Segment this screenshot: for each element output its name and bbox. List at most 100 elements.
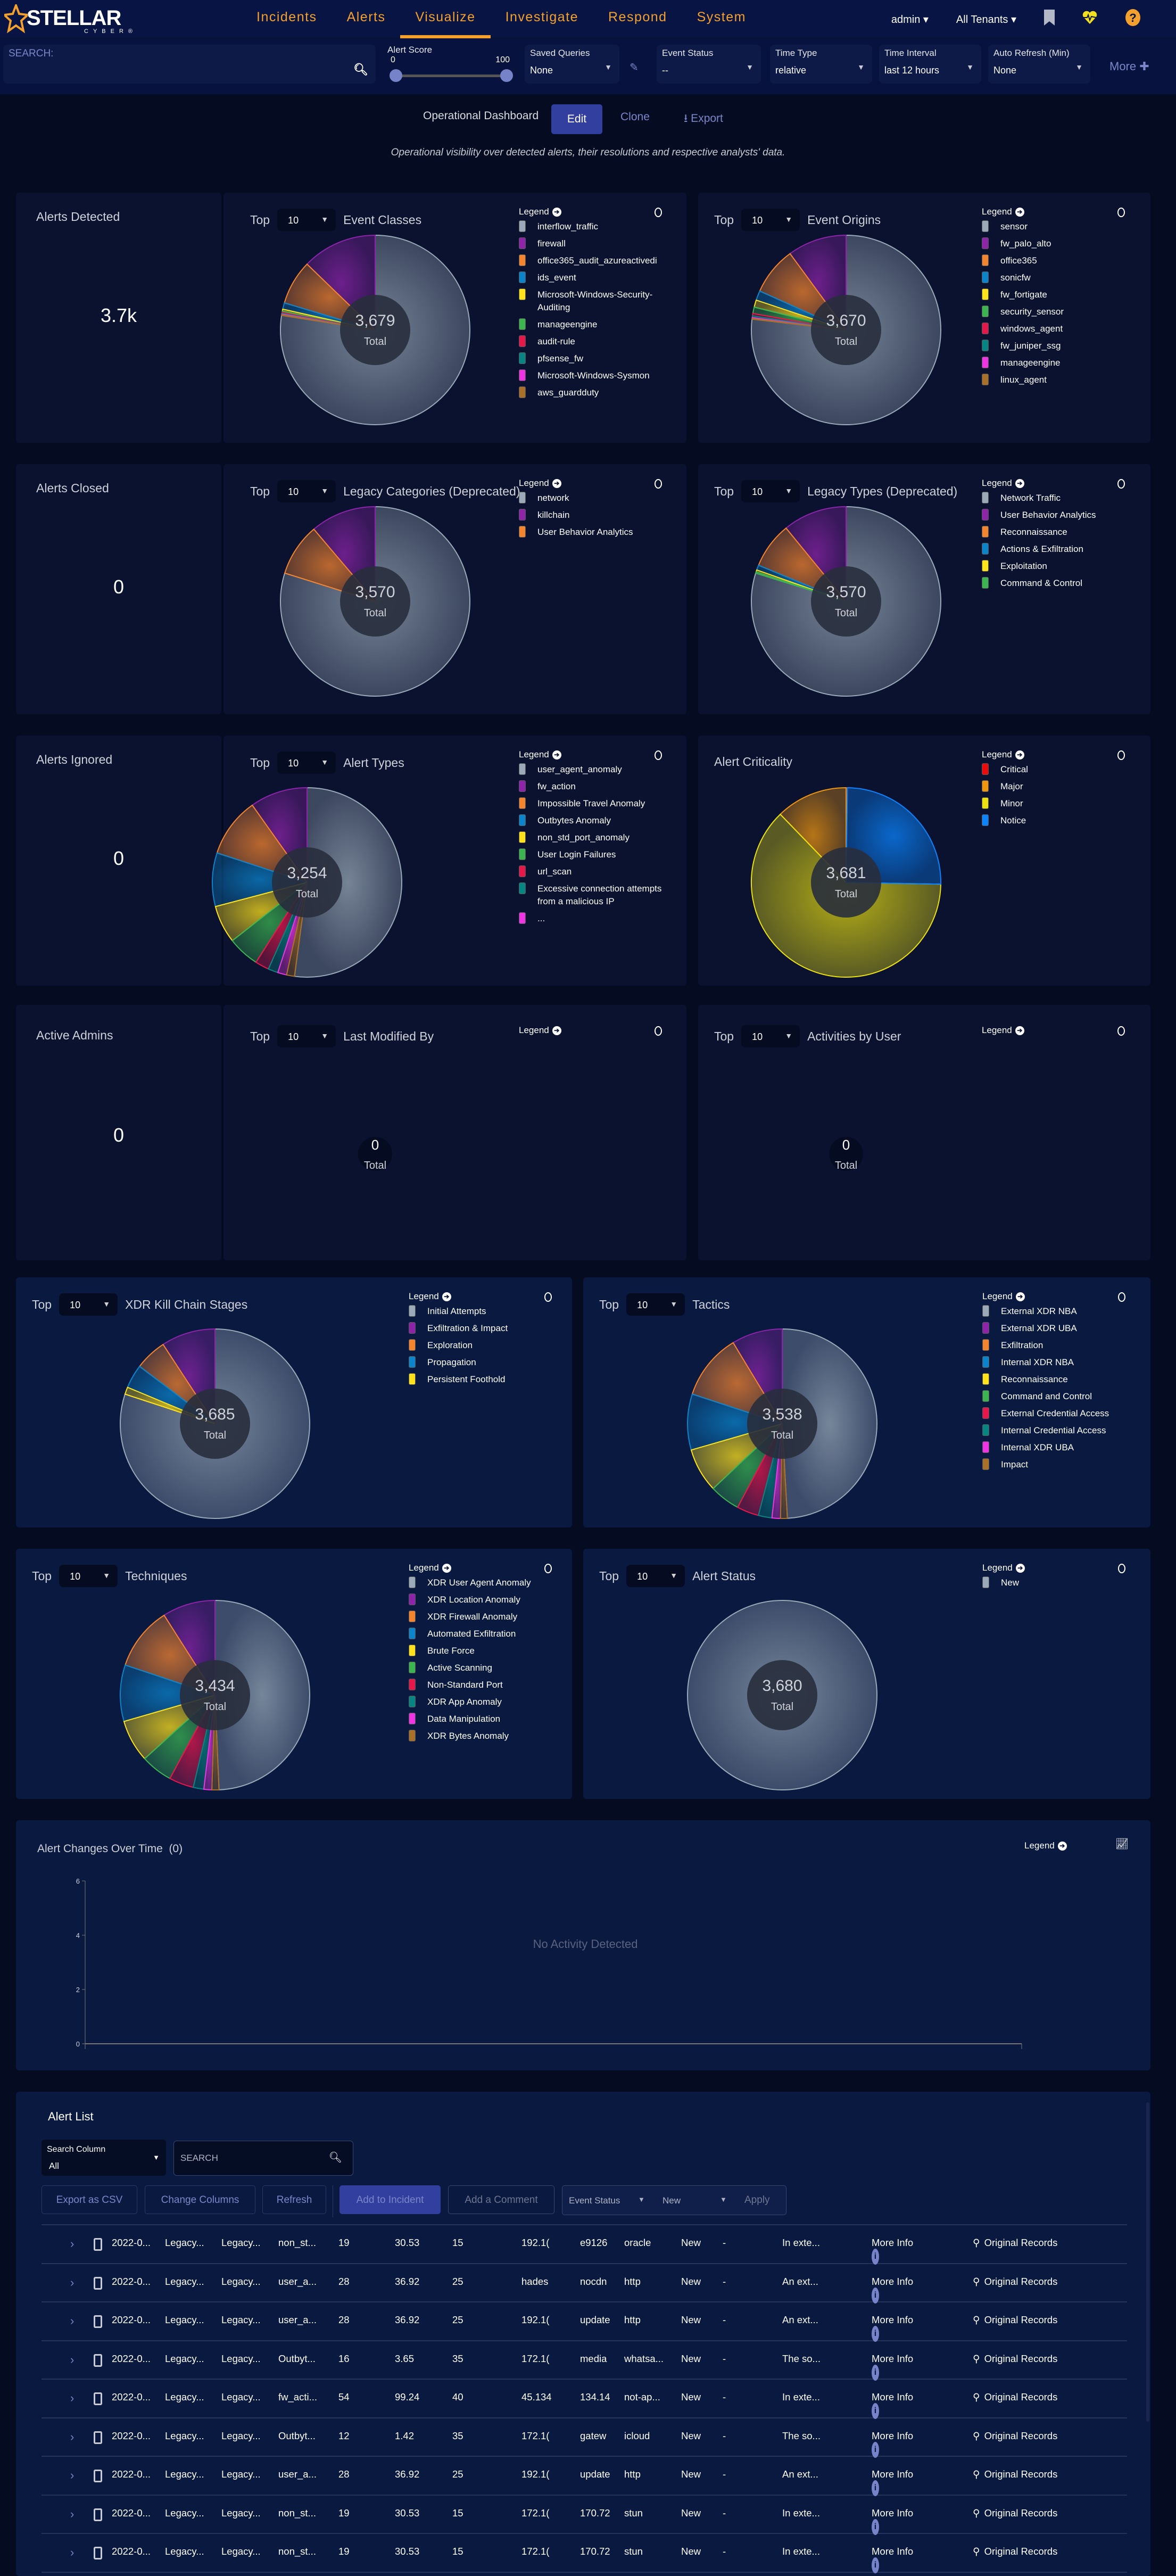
top-n-select[interactable]: 10 ▼ [741,1025,800,1047]
table-row[interactable]: › 2022-0... Legacy... Legacy... user_a... 28 3… [42,2457,1127,2496]
pie-slice[interactable] [214,1599,310,1790]
legend-item[interactable]: Reconnaissance [982,1373,1137,1386]
slider-track[interactable] [395,75,507,77]
legend-item[interactable]: linux_agent [982,374,1136,386]
reset-circle-icon[interactable] [655,750,662,760]
legend-item[interactable]: ... [519,912,673,925]
legend-item[interactable]: Automated Exfiltration [409,1628,563,1640]
legend-item[interactable]: XDR Location Anomaly [409,1594,563,1606]
original-records-link[interactable]: ⚲ Original Records [973,2237,1057,2249]
legend-item[interactable]: Propagation [409,1356,563,1369]
legend-toggle[interactable]: Legend ➔ [982,1025,1136,1036]
search-input[interactable]: SEARCH: 🔍︎ [3,45,376,84]
legend-item[interactable]: office365_audit_azureactivedi [519,254,673,267]
legend-item[interactable]: fw_juniper_ssg [982,340,1136,352]
row-checkbox[interactable] [94,2315,102,2328]
row-checkbox[interactable] [94,2276,102,2290]
legend-item[interactable]: Excessive connection attempts from a mal… [519,882,673,908]
table-row[interactable]: › 2022-0... Legacy... Legacy... non_st... 19 3… [42,2225,1127,2265]
bulk-status-label[interactable]: Event Status [569,2195,620,2206]
legend-toggle[interactable]: Legend ➔ [982,478,1136,489]
legend-item[interactable]: Brute Force [409,1645,563,1657]
expand-chevron-icon[interactable]: › [70,2430,74,2443]
table-row[interactable]: › 2022-0... Legacy... Legacy... Outbyt... 12 1… [42,2418,1127,2458]
event-status-select[interactable]: Event Status -- ▼ [657,45,761,84]
add-comment-button[interactable]: Add a Comment [448,2185,554,2214]
more-info-link[interactable]: i More Info [872,2507,913,2535]
legend-item[interactable]: Initial Attempts [409,1305,563,1318]
top-n-select[interactable]: 10 ▼ [277,752,336,774]
reset-circle-icon[interactable] [544,1564,552,1573]
top-n-select[interactable]: 10 ▼ [59,1565,118,1587]
pie-slice[interactable] [120,1664,217,1722]
legend-item[interactable]: External XDR UBA [982,1322,1137,1335]
search-icon[interactable]: 🔍︎ [328,2152,342,2164]
bookmark-icon[interactable] [1030,10,1069,29]
expand-chevron-icon[interactable]: › [70,2352,74,2366]
nav-investigate[interactable]: Investigate [505,10,578,24]
legend-item[interactable]: Exploitation [982,560,1136,573]
original-records-link[interactable]: ⚲ Original Records [973,2276,1057,2288]
legend-toggle[interactable]: Legend ➔ [519,1025,673,1036]
export-button[interactable]: ⭳ Export [684,112,723,125]
legend-item[interactable]: Internal Credential Access [982,1424,1137,1437]
expand-chevron-icon[interactable]: › [70,2507,74,2521]
legend-toggle[interactable]: Legend ➔ [982,1291,1137,1302]
original-records-link[interactable]: ⚲ Original Records [973,2546,1057,2557]
more-info-link[interactable]: i More Info [872,2353,913,2381]
legend-item[interactable]: Persistent Foothold [409,1373,563,1386]
legend-item[interactable]: Critical [982,763,1136,776]
legend-item[interactable]: Actions & Exfiltration [982,543,1136,556]
legend-item[interactable]: windows_agent [982,323,1136,335]
original-records-link[interactable]: ⚲ Original Records [973,2391,1057,2403]
reset-circle-icon[interactable] [655,479,662,489]
legend-item[interactable]: User Login Failures [519,848,673,861]
search-column-select[interactable]: Search Column All ▼ [42,2140,166,2176]
legend-item[interactable]: Exfiltration [982,1339,1137,1352]
legend-item[interactable]: sonicfw [982,271,1136,284]
legend-item[interactable]: Major [982,780,1136,793]
row-checkbox[interactable] [94,2392,102,2405]
reset-circle-icon[interactable] [655,208,662,217]
legend-item[interactable]: manageengine [519,318,673,331]
original-records-link[interactable]: ⚲ Original Records [973,2507,1057,2519]
top-n-select[interactable]: 10 ▼ [741,209,800,231]
expand-chevron-icon[interactable]: › [70,2468,74,2482]
more-filters-button[interactable]: More ✚ [1109,60,1149,73]
legend-item[interactable]: firewall [519,237,673,250]
legend-toggle[interactable]: Legend ➔ [982,207,1136,217]
expand-chevron-icon[interactable]: › [70,2391,74,2405]
reset-circle-icon[interactable] [655,1026,662,1036]
legend-item[interactable]: External Credential Access [982,1407,1137,1420]
legend-item[interactable]: Active Scanning [409,1662,563,1674]
legend-item[interactable]: Outbytes Anomaly [519,814,673,827]
reset-circle-icon[interactable] [1117,208,1125,217]
legend-item[interactable]: pfsense_fw [519,352,673,365]
legend-item[interactable]: audit-rule [519,335,673,348]
refresh-button[interactable]: Refresh [262,2185,326,2214]
slider-max-handle[interactable] [500,69,513,82]
user-menu[interactable]: admin ▾ [891,13,929,26]
apply-button[interactable]: Apply [744,2194,770,2206]
original-records-link[interactable]: ⚲ Original Records [973,2314,1057,2326]
row-checkbox[interactable] [94,2508,102,2521]
legend-item[interactable]: ids_event [519,271,673,284]
row-checkbox[interactable] [94,2547,102,2560]
legend-item[interactable]: fw_fortigate [982,288,1136,301]
legend-item[interactable]: interflow_traffic [519,220,673,233]
legend-toggle[interactable]: Legend ➔ [982,749,1136,760]
nav-alerts[interactable]: Alerts [346,10,386,24]
reset-circle-icon[interactable] [1118,1292,1125,1302]
legend-item[interactable]: Exploration [409,1339,563,1352]
legend-item[interactable]: XDR User Agent Anomaly [409,1576,563,1589]
nav-system[interactable]: System [697,10,746,24]
pie-slice[interactable] [751,234,941,425]
pie-slice[interactable] [751,506,941,697]
legend-item[interactable]: Exfiltration & Impact [409,1322,563,1335]
legend-toggle[interactable]: Legend ➔ [982,1563,1137,1573]
legend-item[interactable]: non_std_port_anomaly [519,831,673,844]
alert-search-input[interactable]: SEARCH 🔍︎ [173,2141,353,2176]
legend-item[interactable]: fw_action [519,780,673,793]
legend-item[interactable]: network [519,492,673,505]
expand-chevron-icon[interactable]: › [70,2275,74,2289]
